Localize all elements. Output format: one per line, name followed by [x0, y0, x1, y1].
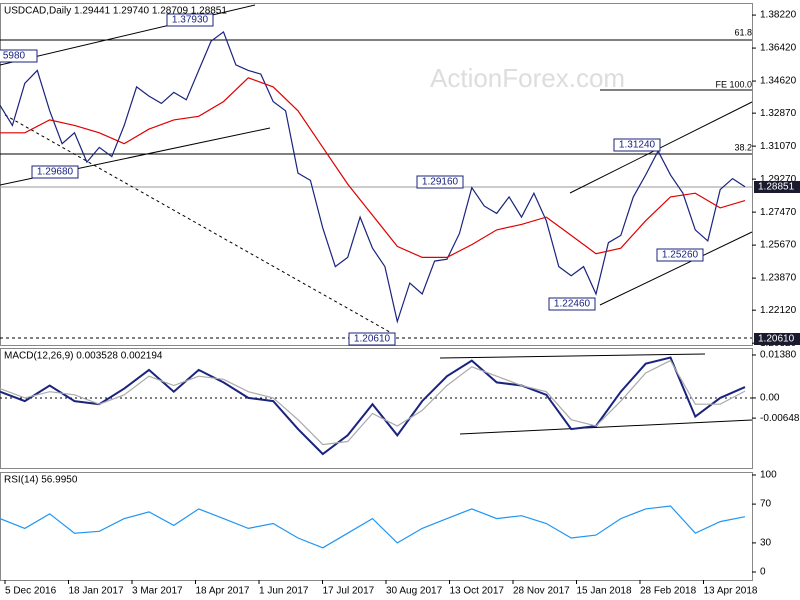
x-tick-label: 18 Apr 2017 [196, 586, 250, 597]
channel-line [599, 231, 753, 306]
annotation-label: 1.25260 [662, 250, 699, 261]
y-tick-label: 1.38220 [760, 10, 797, 21]
annotation-box [656, 248, 704, 262]
watermark: ActionForex.com [430, 63, 625, 93]
y-tick-label: 1.34620 [760, 76, 797, 87]
x-tick-label: 18 Jan 2017 [69, 586, 124, 597]
y-tick-label: 0.00 [760, 393, 780, 404]
price-box-label: 1.20610 [758, 334, 795, 345]
y-tick-label: 0.01380 [760, 350, 797, 361]
annotation-label: 1.20610 [354, 334, 391, 345]
x-tick-label: 30 Aug 2017 [386, 586, 443, 597]
annotation-box [348, 332, 396, 346]
annotation-label: 1.37930 [172, 15, 209, 26]
annotation: 1.25260 [656, 248, 704, 262]
y-tick-label: 0 [760, 567, 766, 578]
y-tick-label: -0.00648 [760, 413, 800, 424]
annotation-label: 1.22460 [554, 299, 591, 310]
x-tick-label: 28 Feb 2018 [640, 586, 697, 597]
annotation-box [0, 49, 38, 63]
macd-line [459, 419, 753, 435]
series-line [0, 359, 746, 446]
y-tick-label: 1.27470 [760, 207, 797, 218]
series-line [0, 356, 746, 456]
annotation: 5980 [0, 49, 38, 63]
y-tick-label: 1.25670 [760, 240, 797, 251]
x-tick-label: 5 Dec 2016 [5, 586, 57, 597]
annotation-box [548, 297, 596, 311]
annotation-box [166, 13, 214, 27]
annotation-label: 1.31240 [619, 140, 656, 151]
annotation-label: 1.29680 [37, 167, 74, 178]
annotation: 1.22460 [548, 297, 596, 311]
annotation-box [416, 175, 464, 189]
annotation-label: 5980 [3, 51, 26, 62]
level-label: FE 100.0 [715, 79, 752, 89]
annotation: 1.31240 [613, 138, 661, 152]
y-tick-label: 1.36420 [760, 43, 797, 54]
annotation-box [613, 138, 661, 152]
annotation-box [31, 165, 79, 179]
price-box [754, 181, 800, 193]
macd-line [439, 353, 706, 359]
x-tick-label: 28 Nov 2017 [513, 586, 570, 597]
annotation: 1.37930 [166, 13, 214, 27]
series-line [0, 505, 746, 549]
series-line [0, 30, 746, 324]
x-tick-label: 15 Jan 2018 [577, 586, 632, 597]
y-tick-label: 1.31070 [760, 141, 797, 152]
y-tick-label: 30 [760, 538, 772, 549]
y-tick-label: 1.23870 [760, 273, 797, 284]
annotation: 1.29680 [31, 165, 79, 179]
y-tick-label: 1.32870 [760, 108, 797, 119]
series-line [0, 77, 746, 258]
x-tick-label: 3 Mar 2017 [132, 586, 183, 597]
x-tick-label: 1 Jun 2017 [259, 586, 309, 597]
y-tick-label: 1.22120 [760, 305, 797, 316]
x-tick-label: 17 Jul 2017 [323, 586, 375, 597]
macd-panel [0, 348, 753, 469]
x-tick-label: 13 Apr 2018 [704, 586, 758, 597]
price-panel [0, 3, 753, 346]
annotation-label: 1.29160 [422, 177, 459, 188]
channel-line [569, 101, 753, 194]
rsi-panel [0, 472, 753, 581]
y-tick-label: 100 [760, 470, 777, 481]
trend-line [4, 114, 396, 336]
price-box [754, 333, 800, 345]
annotation: 1.29160 [416, 175, 464, 189]
level-label: 61.8 [734, 27, 752, 37]
y-tick-label: 1.29270 [760, 174, 797, 185]
annotation: 1.20610 [348, 332, 396, 346]
price-title: USDCAD,Daily 1.29441 1.29740 1.28709 1.2… [4, 6, 227, 17]
price-box-label: 1.28851 [758, 182, 795, 193]
rsi-title: RSI(14) 56.9950 [4, 475, 78, 486]
y-tick-label: 70 [760, 499, 772, 510]
level-label: 38.2 [734, 142, 752, 152]
x-tick-label: 13 Oct 2017 [450, 586, 505, 597]
macd-title: MACD(12,26,9) 0.003528 0.002194 [4, 351, 163, 362]
